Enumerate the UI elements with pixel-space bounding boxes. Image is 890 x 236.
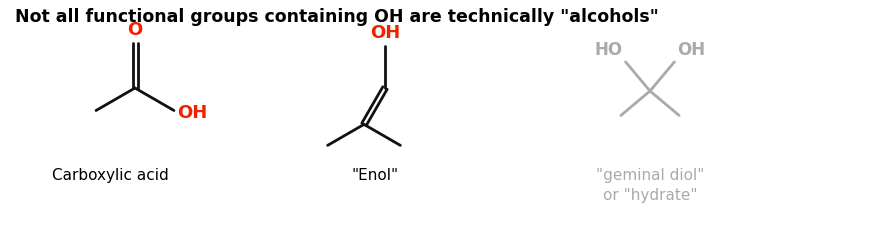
Text: OH: OH <box>370 24 401 42</box>
Text: O: O <box>127 21 142 39</box>
Text: Carboxylic acid: Carboxylic acid <box>52 168 168 183</box>
Text: HO: HO <box>595 41 623 59</box>
Text: "geminal diol"
or "hydrate": "geminal diol" or "hydrate" <box>595 168 704 203</box>
Text: "Enol": "Enol" <box>352 168 399 183</box>
Text: OH: OH <box>677 41 706 59</box>
Text: OH: OH <box>177 104 207 122</box>
Text: Not all functional groups containing OH are technically "alcohols": Not all functional groups containing OH … <box>15 8 659 26</box>
